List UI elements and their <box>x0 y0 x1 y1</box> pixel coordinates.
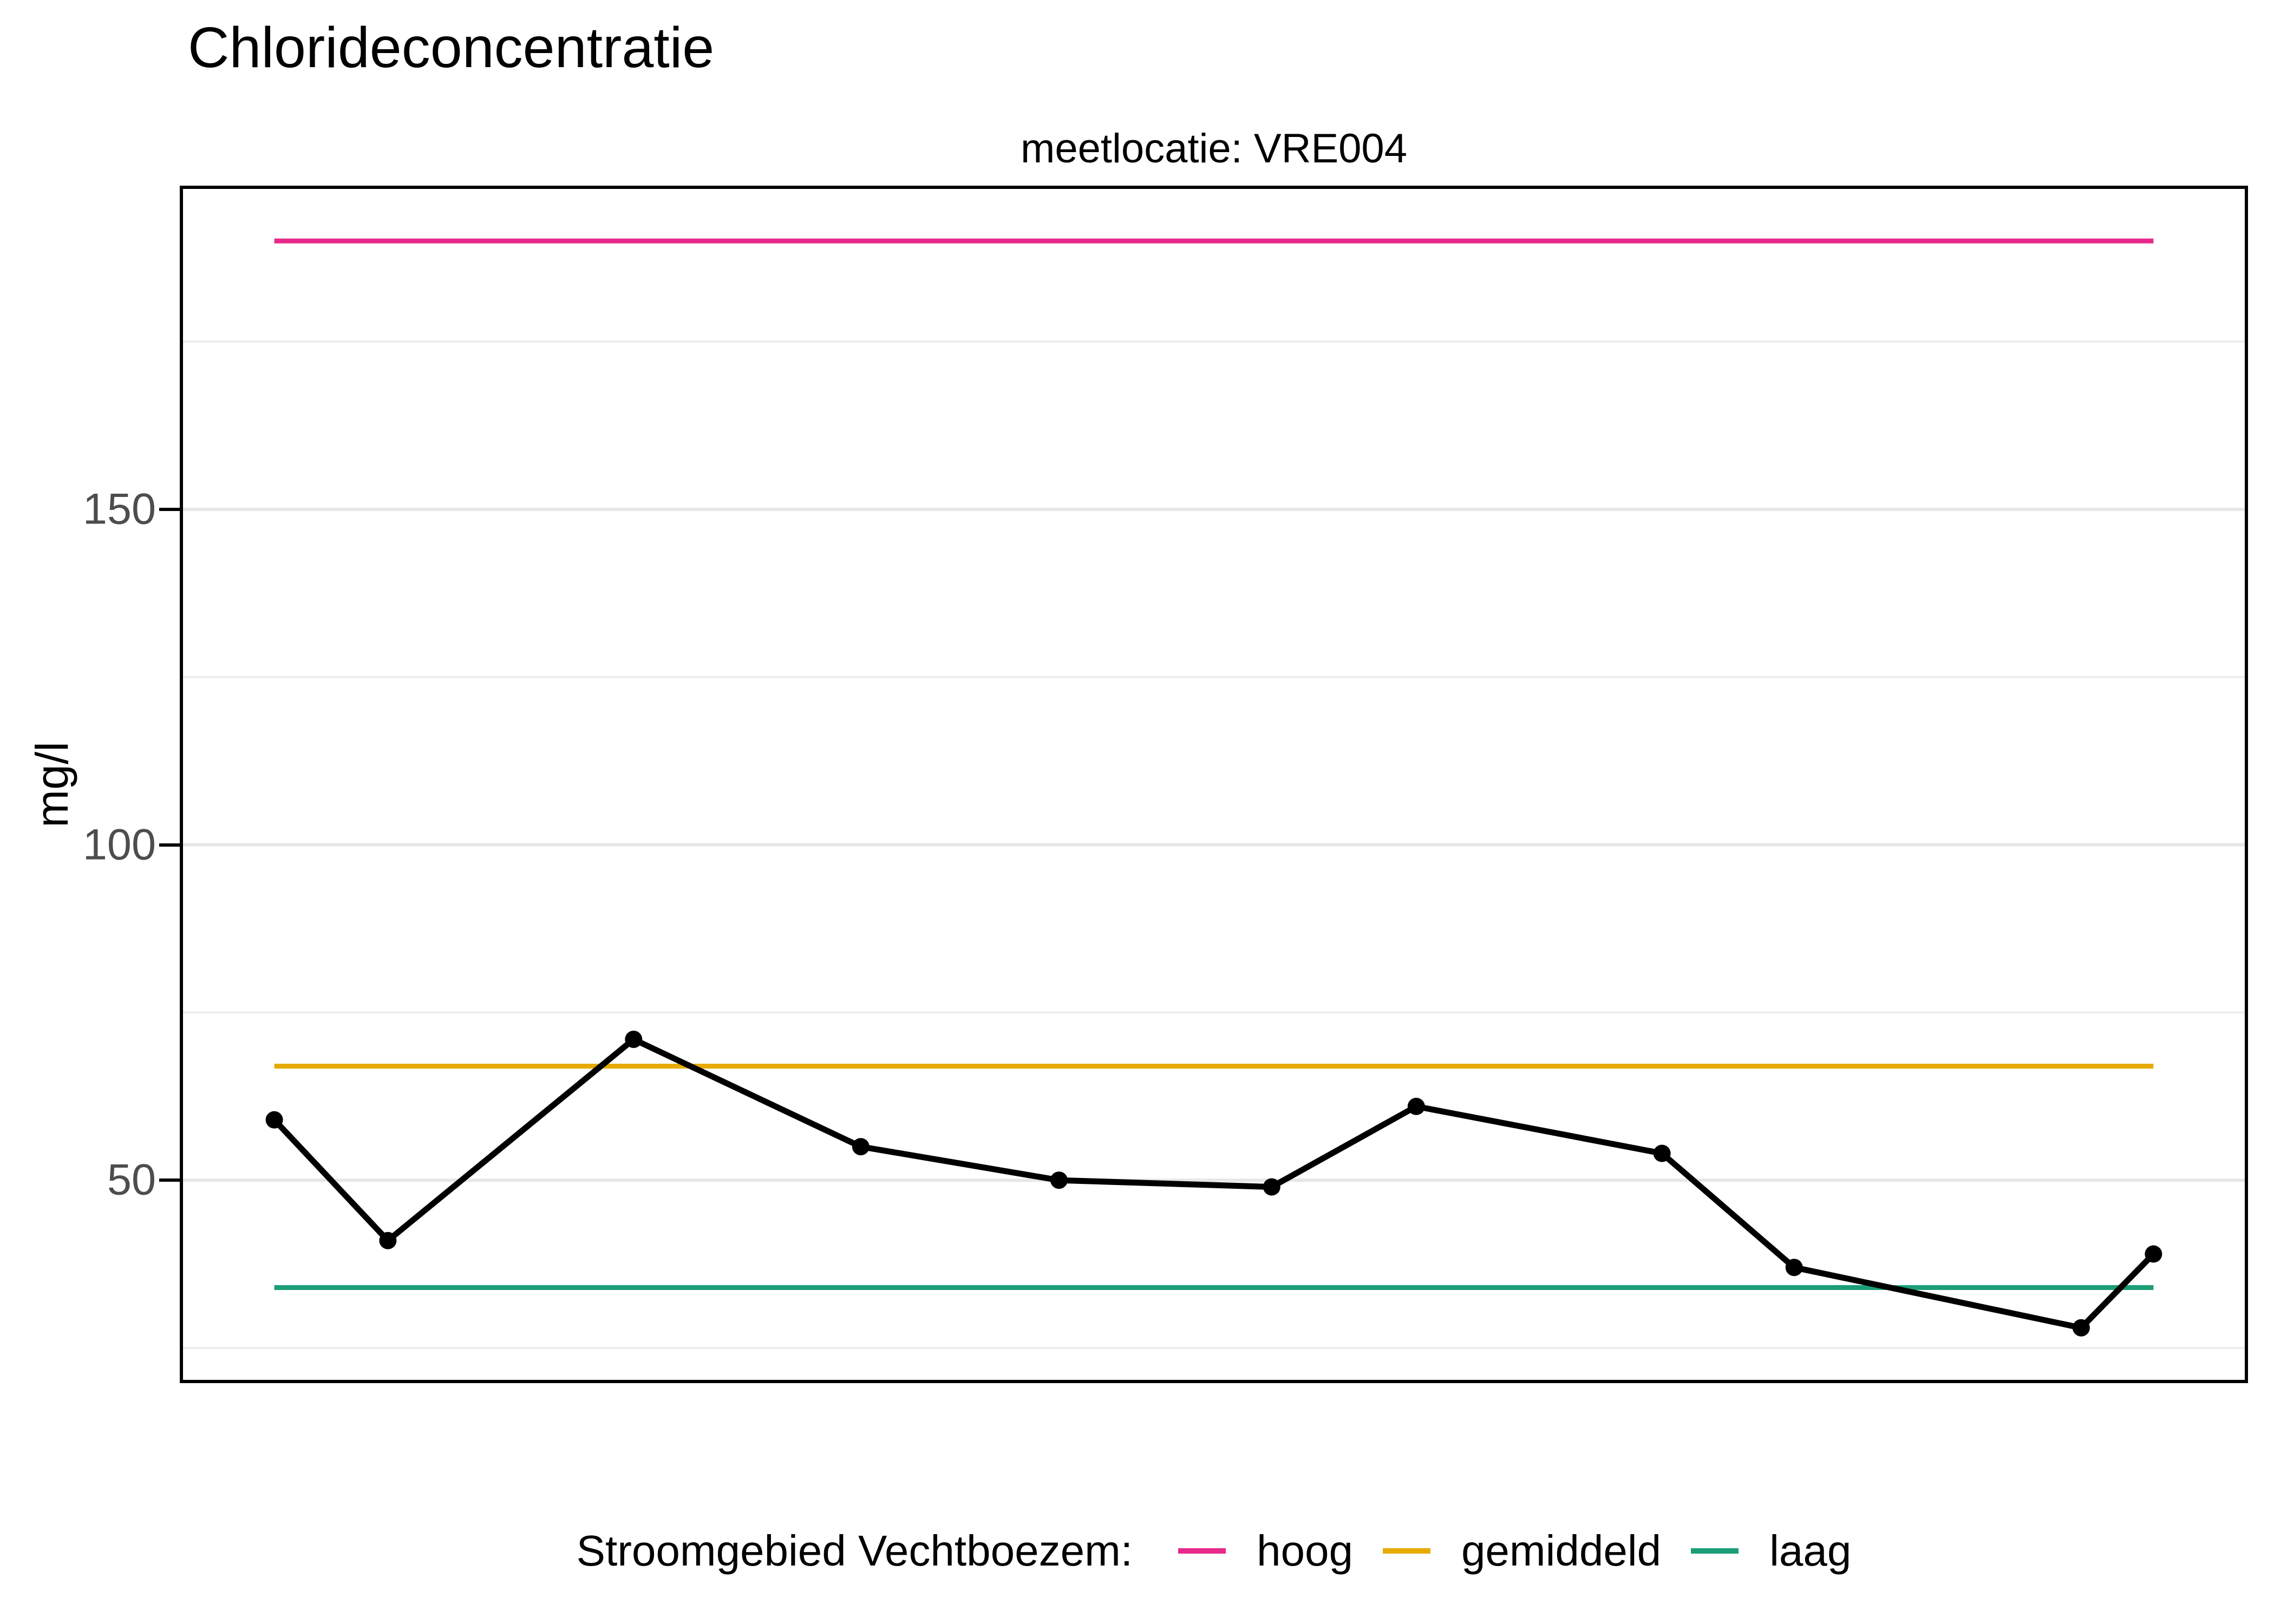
legend-label-gemiddeld: gemiddeld <box>1461 1527 1662 1575</box>
plot-panel <box>180 186 2248 1383</box>
data-point <box>1263 1178 1280 1196</box>
y-tick-label: 50 <box>107 1155 156 1204</box>
y-axis-title: mg/l <box>26 741 77 828</box>
data-point <box>2145 1245 2162 1263</box>
data-point <box>1653 1144 1671 1162</box>
legend-label-laag: laag <box>1769 1527 1852 1575</box>
legend-key-hoog-icon <box>1178 1548 1226 1554</box>
legend-key-laag-icon <box>1691 1548 1739 1554</box>
data-point <box>1050 1171 1068 1189</box>
data-point <box>1785 1259 1803 1276</box>
y-tick-mark <box>159 843 180 847</box>
legend-item-hoog: hoog <box>1178 1526 1353 1576</box>
data-point <box>1407 1097 1425 1115</box>
data-point <box>379 1232 397 1249</box>
data-point <box>265 1111 283 1129</box>
y-tick-label: 100 <box>82 820 156 869</box>
chart-title: Chlorideconcentratie <box>188 16 715 80</box>
y-tick-label: 150 <box>82 484 156 534</box>
data-line <box>272 1036 2156 1331</box>
legend: Stroomgebied Vechtboezem: hoog gemiddeld… <box>180 1510 2248 1592</box>
data-point <box>852 1138 870 1156</box>
legend-title: Stroomgebied Vechtboezem: <box>576 1527 1133 1575</box>
legend-label-hoog: hoog <box>1256 1527 1353 1575</box>
legend-item-gemiddeld: gemiddeld <box>1382 1526 1662 1576</box>
data-point <box>625 1030 643 1048</box>
y-tick-mark <box>159 1178 180 1182</box>
data-point <box>2072 1319 2090 1337</box>
legend-key-gemiddeld-icon <box>1382 1548 1430 1554</box>
chart-subtitle: meetlocatie: VRE004 <box>1021 126 1407 172</box>
panel-border <box>180 186 2248 1383</box>
legend-item-laag: laag <box>1691 1526 1851 1576</box>
y-tick-mark <box>159 507 180 511</box>
